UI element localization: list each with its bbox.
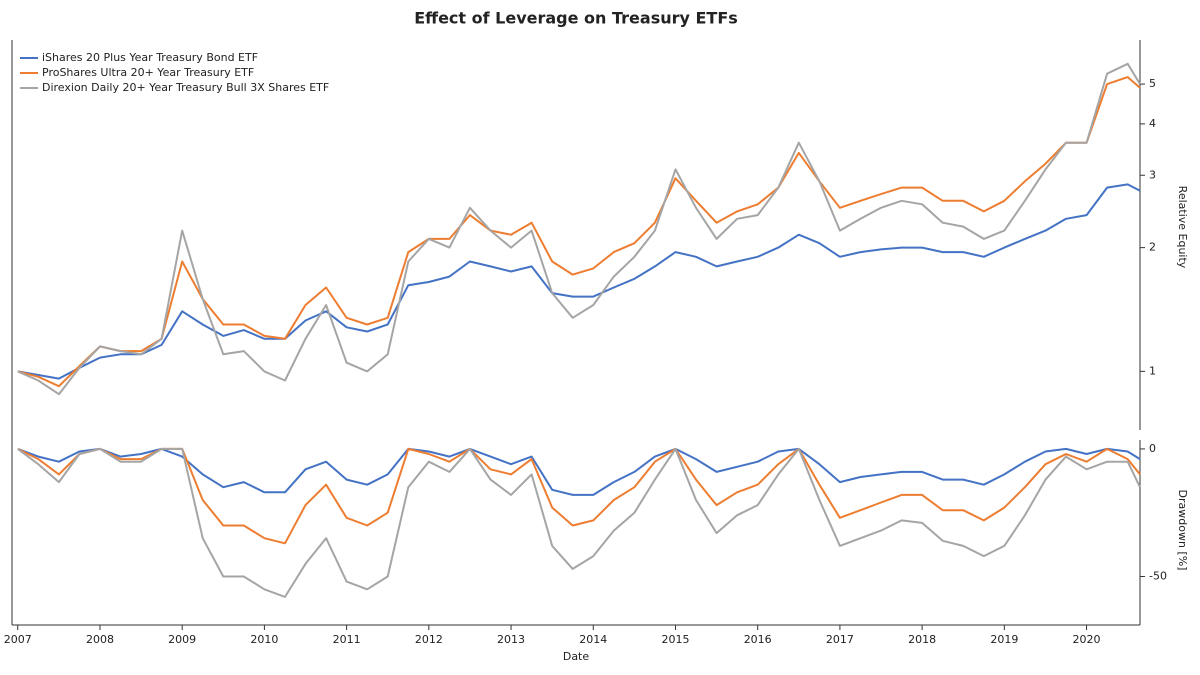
x-tick-label: 2008 (86, 633, 114, 646)
y-tick-label: 0 (1149, 442, 1156, 455)
y-tick-label: 1 (1149, 364, 1156, 377)
y-tick-label: 4 (1149, 117, 1156, 130)
y-tick-label: 3 (1149, 168, 1156, 181)
chart-title: Effect of Leverage on Treasury ETFs (414, 9, 738, 28)
series-line (17, 447, 1141, 496)
x-tick-label: 2013 (497, 633, 525, 646)
x-tick-label: 2020 (1073, 633, 1101, 646)
series-line (17, 447, 1141, 545)
x-tick-label: 2018 (908, 633, 936, 646)
y-tick-label: -50 (1149, 570, 1167, 583)
legend-label: iShares 20 Plus Year Treasury Bond ETF (42, 51, 258, 64)
legend-label: Direxion Daily 20+ Year Treasury Bull 3X… (42, 81, 329, 94)
series-line (17, 76, 1141, 388)
x-tick-label: 2016 (744, 633, 772, 646)
y-axis-label: Drawdown [%] (1176, 490, 1189, 571)
legend-label: ProShares Ultra 20+ Year Treasury ETF (42, 66, 254, 79)
series-line (17, 447, 1141, 598)
series-line (17, 62, 1141, 396)
x-axis-label: Date (563, 650, 590, 663)
x-tick-label: 2014 (579, 633, 607, 646)
x-tick-label: 2011 (333, 633, 361, 646)
x-tick-label: 2010 (250, 633, 278, 646)
x-tick-label: 2007 (4, 633, 32, 646)
x-tick-label: 2015 (661, 633, 689, 646)
x-tick-label: 2009 (168, 633, 196, 646)
x-tick-label: 2017 (826, 633, 854, 646)
x-tick-label: 2019 (990, 633, 1018, 646)
y-tick-label: 2 (1149, 241, 1156, 254)
x-tick-label: 2012 (415, 633, 443, 646)
y-axis-label: Relative Equity (1176, 186, 1189, 269)
y-tick-label: 5 (1149, 77, 1156, 90)
series-line (17, 183, 1141, 380)
